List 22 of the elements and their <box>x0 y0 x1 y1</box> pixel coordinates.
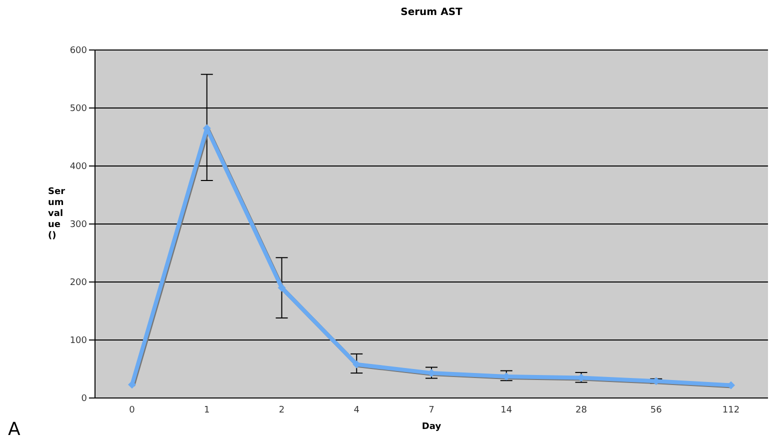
y-tick-label: 400 <box>70 162 88 172</box>
y-tick-label: 100 <box>70 336 88 346</box>
x-tick-label: 7 <box>428 405 434 416</box>
y-axis-title: Serum value () <box>48 187 66 241</box>
chart-title: Serum AST <box>400 7 464 18</box>
y-tick-label: 0 <box>81 394 88 404</box>
text: A <box>8 419 20 440</box>
x-tick-label: 56 <box>650 405 662 416</box>
x-tick-label: 112 <box>722 405 740 416</box>
x-tick-label: 28 <box>576 405 588 416</box>
point <box>128 380 136 389</box>
y-tick-label: 500 <box>70 104 88 114</box>
y-tick-label: 300 <box>70 220 88 230</box>
x-tick-label: 4 <box>354 405 360 416</box>
y-tick-label: 200 <box>70 278 88 288</box>
y-tick-label: 600 <box>70 46 88 56</box>
point <box>278 284 286 292</box>
x-axis-title: Day <box>422 422 442 432</box>
x-tick-label: 0 <box>129 405 136 416</box>
x-tick-label: 1 <box>204 405 210 416</box>
x-tick-label: 14 <box>500 405 512 416</box>
x-tick-label: 2 <box>278 405 285 416</box>
